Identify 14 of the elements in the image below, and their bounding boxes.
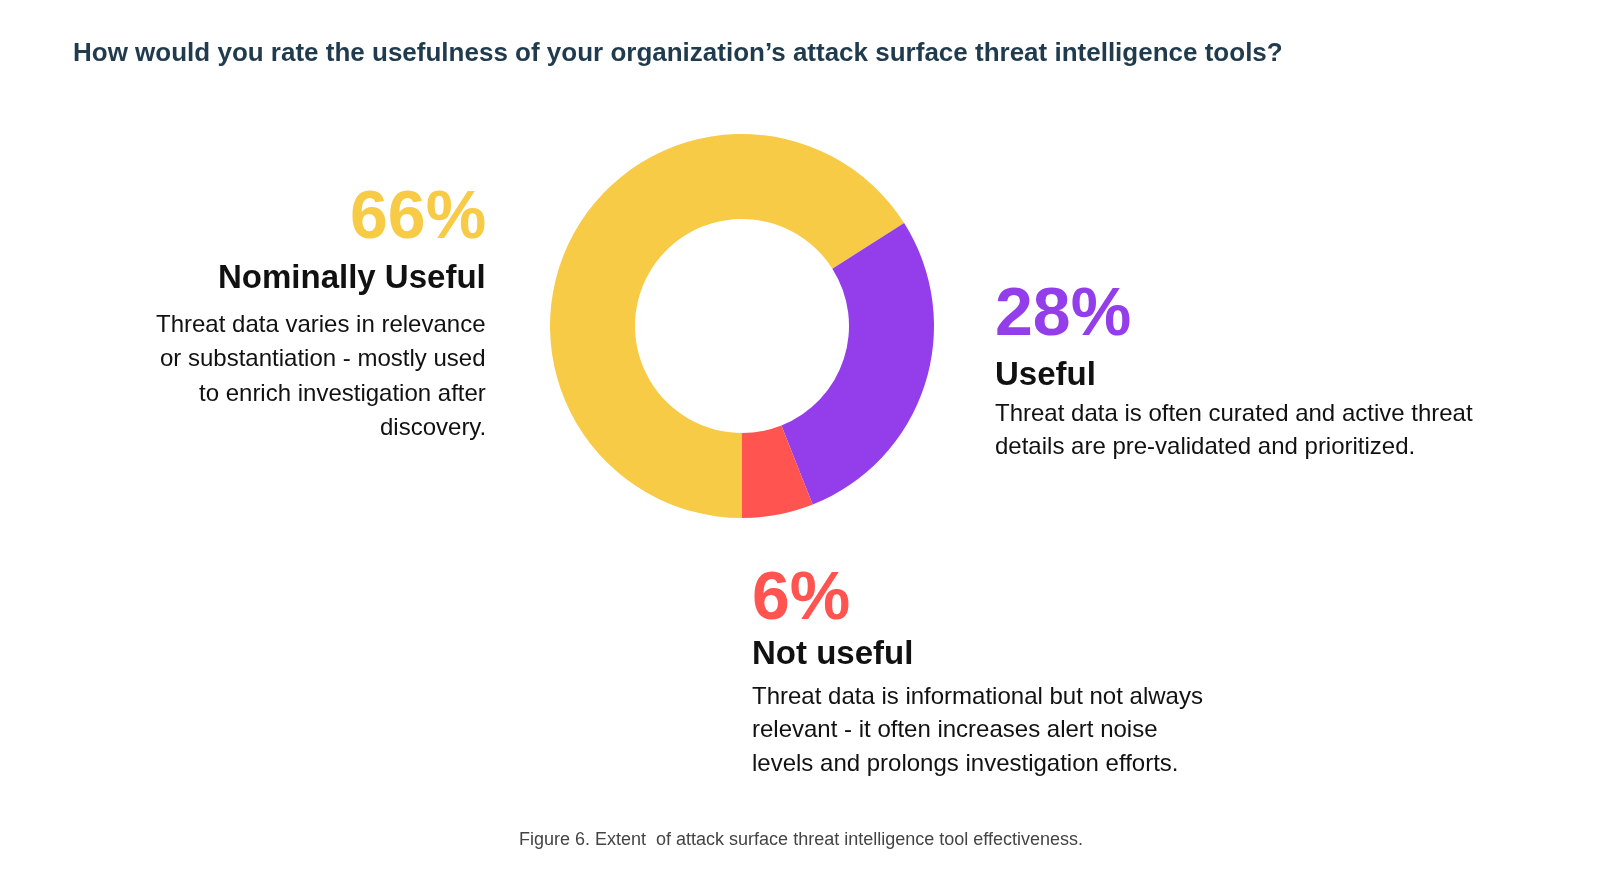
slice-label: Useful [995, 355, 1096, 392]
data-label: 28% [995, 273, 1132, 349]
text: Threat data is informational but not always relevant - it often increases alert noise levels and prolongs investigation efforts. [752, 682, 1203, 776]
text: Threat data is often curated and active threat details are pre-validated and prioritized. [995, 399, 1473, 459]
donut-slice [742, 425, 813, 518]
donut-slice [550, 134, 905, 518]
data-label: 6% [752, 557, 851, 633]
slice-label: Nominally Useful [218, 258, 486, 295]
donut-slice [781, 223, 934, 505]
slice-label: Not useful [752, 634, 914, 671]
data-label: 66% [350, 176, 487, 252]
chart-title: How would you rate the usefulness of your organization’s attack surface threat intelligence tools? [73, 37, 1283, 68]
text: Threat data varies in relevance or substantiation - mostly used to enrich investigation after discovery. [156, 310, 487, 440]
caption: Figure 6. Extent of attack surface threat intelligence tool effectiveness. [519, 829, 1083, 849]
